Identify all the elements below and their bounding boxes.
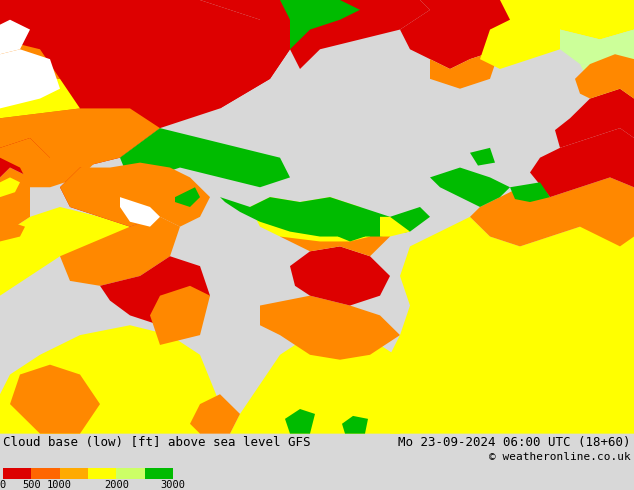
Polygon shape [0,325,220,434]
Bar [116,468,145,479]
Polygon shape [0,138,50,177]
Text: Mo 23-09-2024 06:00 UTC (18+60): Mo 23-09-2024 06:00 UTC (18+60) [399,436,631,448]
Polygon shape [0,138,100,187]
Polygon shape [0,207,130,434]
Polygon shape [290,246,390,306]
Polygon shape [10,365,100,434]
Polygon shape [230,335,420,434]
Polygon shape [0,20,30,54]
Polygon shape [530,0,634,39]
Polygon shape [220,197,430,237]
Text: Cloud base (low) [ft] above sea level GFS: Cloud base (low) [ft] above sea level GF… [3,436,311,448]
Bar [3,468,31,479]
Polygon shape [120,128,290,187]
Polygon shape [430,49,500,89]
Polygon shape [390,217,634,434]
Polygon shape [60,217,180,286]
Polygon shape [250,197,370,242]
Polygon shape [0,168,30,237]
Polygon shape [260,295,400,360]
Polygon shape [0,108,160,168]
Polygon shape [530,128,634,197]
Bar [60,468,88,479]
Bar [145,468,173,479]
Polygon shape [590,84,634,123]
Polygon shape [0,0,290,168]
Text: 3000: 3000 [160,481,186,490]
Polygon shape [430,168,510,207]
Polygon shape [175,187,200,207]
Polygon shape [0,49,60,108]
Polygon shape [22,242,48,266]
Bar [31,468,60,479]
Polygon shape [555,89,634,148]
Polygon shape [60,163,210,227]
Polygon shape [470,177,634,246]
Polygon shape [200,0,430,108]
Polygon shape [355,138,430,217]
Polygon shape [0,177,20,197]
Bar [88,468,116,479]
Polygon shape [100,256,210,325]
Polygon shape [400,0,560,69]
Polygon shape [280,79,350,237]
Polygon shape [480,0,560,69]
Polygon shape [380,217,410,237]
Polygon shape [190,394,240,434]
Text: 1000: 1000 [47,481,72,490]
Polygon shape [510,182,550,202]
Polygon shape [120,197,160,227]
Polygon shape [280,207,390,256]
Text: © weatheronline.co.uk: © weatheronline.co.uk [489,452,631,462]
Polygon shape [0,69,80,118]
Polygon shape [280,0,360,49]
Polygon shape [60,168,170,227]
Text: 500: 500 [22,481,41,490]
Text: 0: 0 [0,481,6,490]
Polygon shape [580,59,634,94]
Polygon shape [0,39,60,79]
Polygon shape [338,222,365,242]
Polygon shape [342,416,368,434]
Polygon shape [470,148,495,166]
Polygon shape [0,222,25,242]
Polygon shape [560,29,634,69]
Polygon shape [575,54,634,98]
Text: 2000: 2000 [104,481,129,490]
Polygon shape [285,409,315,434]
Polygon shape [210,118,250,187]
Polygon shape [150,286,210,345]
